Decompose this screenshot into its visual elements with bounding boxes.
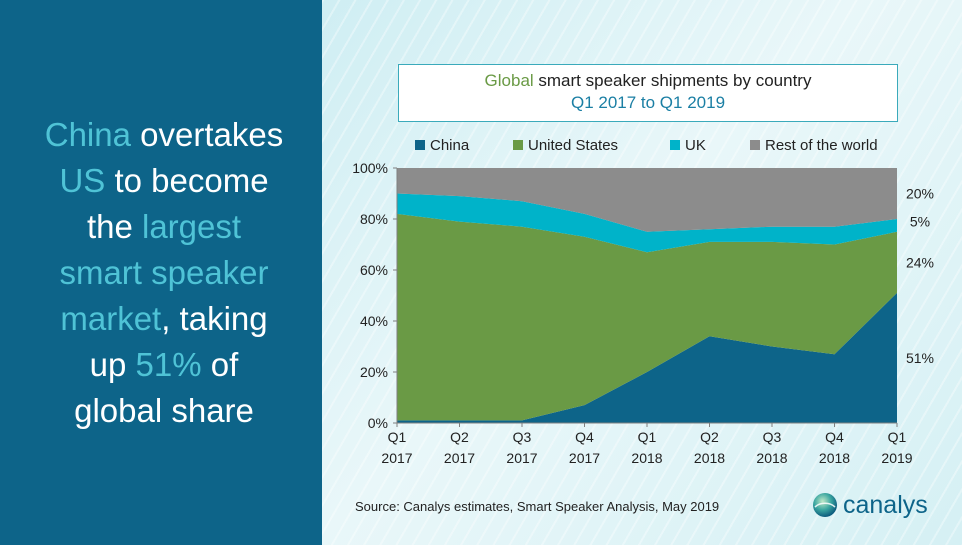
end-label-rest-of-the-world: 20% (906, 186, 934, 202)
y-tick-label: 100% (352, 160, 388, 176)
legend-swatch-uk (670, 140, 680, 150)
headline-text: , taking (161, 300, 268, 337)
headline: China overtakes US to become the largest… (16, 112, 312, 434)
legend-label-rest-of-the-world: Rest of the world (765, 137, 878, 154)
chart-title-text: smart speaker shipments by country (533, 71, 812, 90)
series-area-united-states (397, 213, 897, 421)
headline-highlight: largest (141, 208, 242, 245)
x-tick-label: 2017 (569, 450, 600, 466)
x-tick-label: 2017 (506, 450, 537, 466)
chart-title-highlight: Global (484, 71, 534, 90)
y-tick-label: 20% (360, 364, 388, 380)
x-tick-label: Q3 (763, 429, 782, 445)
legend-label-united-states: United States (528, 137, 618, 154)
headline-text: to become (105, 162, 269, 199)
x-tick-label: 2018 (756, 450, 787, 466)
x-tick-label: Q2 (700, 429, 719, 445)
y-tick-label: 0% (368, 415, 388, 431)
x-tick-label: Q3 (513, 429, 532, 445)
x-tick-label: 2017 (444, 450, 475, 466)
x-tick-label: 2018 (819, 450, 850, 466)
end-label-china: 51% (906, 350, 934, 366)
y-tick-label: 80% (360, 211, 388, 227)
series-area-rest-of-the-world (397, 168, 897, 232)
headline-text: overtakes (130, 116, 284, 153)
series-area-uk (397, 193, 897, 253)
canalys-globe-icon (813, 493, 837, 517)
legend-swatch-united-states (513, 140, 523, 150)
source-note: Source: Canalys estimates, Smart Speaker… (355, 499, 720, 514)
headline-text: up (89, 346, 136, 383)
headline-highlight: 51% (135, 346, 202, 383)
chart-title-box: Global smart speaker shipments by countr… (398, 64, 898, 122)
legend-swatch-rest-of-the-world (750, 140, 760, 150)
headline-text: the (86, 208, 142, 245)
y-tick-label: 40% (360, 313, 388, 329)
stacked-area-chart: 0% 20% 40% 60% 80% 100% Q1 2017 Q2 2017 Q3 2017 Q4 20… (352, 137, 934, 466)
canalys-logo: canalys (812, 488, 928, 522)
legend-label-china: China (430, 137, 470, 154)
headline-text: of (201, 346, 239, 383)
y-tick-label: 60% (360, 262, 388, 278)
logo-text: canalys (843, 490, 928, 519)
legend-label-uk: UK (685, 137, 706, 154)
legend-swatch-china (415, 140, 425, 150)
headline-highlight: market (60, 300, 162, 337)
x-tick-label: 2019 (881, 450, 912, 466)
end-label-united-states: 24% (906, 254, 934, 270)
x-tick-label: 2018 (631, 450, 662, 466)
end-label-uk: 5% (910, 213, 930, 229)
x-tick-label: Q2 (450, 429, 469, 445)
x-tick-label: Q1 (388, 429, 407, 445)
x-tick-label: Q1 (638, 429, 657, 445)
headline-highlight: US (59, 162, 106, 199)
headline-highlight: smart speaker (59, 254, 269, 291)
x-tick-label: Q4 (825, 429, 844, 445)
left-panel: China overtakes US to become the largest… (0, 0, 322, 545)
x-tick-label: 2018 (694, 450, 725, 466)
chart-title: Global smart speaker shipments by countr… (399, 70, 897, 92)
x-tick-label: Q4 (575, 429, 594, 445)
x-tick-label: Q1 (888, 429, 907, 445)
headline-highlight: China (44, 116, 131, 153)
x-tick-label: 2017 (381, 450, 412, 466)
chart-subtitle: Q1 2017 to Q1 2019 (570, 93, 726, 112)
series-area-china (397, 292, 897, 423)
headline-text: global share (74, 392, 254, 429)
